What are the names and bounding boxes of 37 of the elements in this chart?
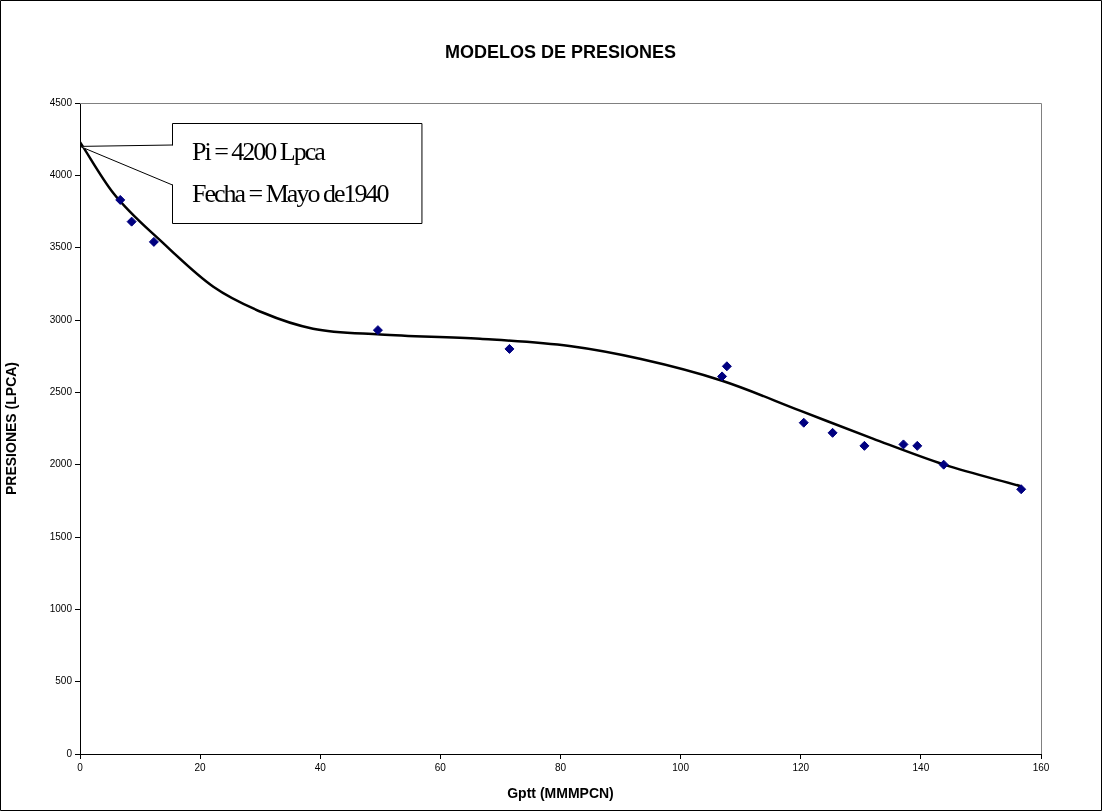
y-tick-label: 1500	[49, 530, 73, 542]
x-tick-label: 80	[554, 761, 567, 773]
x-axis-title: Gptt (MMMPCN)	[507, 785, 614, 802]
point	[115, 194, 126, 205]
point	[938, 459, 949, 470]
y-tick-label: 2500	[49, 386, 73, 398]
point	[504, 343, 515, 354]
chart-title: MODELOS DE PRESIONES	[444, 41, 677, 62]
point	[148, 236, 159, 247]
point	[721, 361, 732, 372]
y-tick-label: 2000	[49, 458, 73, 470]
x-tick-label: 140	[912, 761, 930, 773]
point	[827, 427, 838, 438]
y-axis-title: PRESIONES (LPCA)	[3, 361, 20, 496]
point	[717, 371, 728, 382]
x-tick-label: 160	[1032, 761, 1050, 773]
point	[1016, 484, 1027, 495]
annotation: Pi = 4200 Lpca Fecha = Mayo de1940	[192, 136, 390, 208]
x-tick-label: 120	[792, 761, 810, 773]
y-tick-label: 3500	[49, 241, 73, 253]
point	[912, 440, 923, 451]
x-tick-label: 40	[314, 761, 327, 773]
point	[898, 439, 909, 450]
y-tick-label: 4500	[49, 96, 73, 108]
x-tick-label: 60	[434, 761, 447, 773]
x-tick-label: 0	[77, 761, 84, 773]
x-tick-label: 100	[672, 761, 690, 773]
y-tick-label: 0	[66, 747, 73, 759]
x-tick-label: 20	[194, 761, 207, 773]
point	[372, 325, 383, 336]
point	[798, 417, 809, 428]
y-tick-label: 4000	[49, 169, 73, 181]
y-tick-label: 1000	[49, 603, 73, 615]
point	[126, 216, 137, 227]
y-tick-label: 500	[55, 675, 73, 687]
point	[859, 440, 870, 451]
y-tick-label: 3000	[49, 313, 73, 325]
